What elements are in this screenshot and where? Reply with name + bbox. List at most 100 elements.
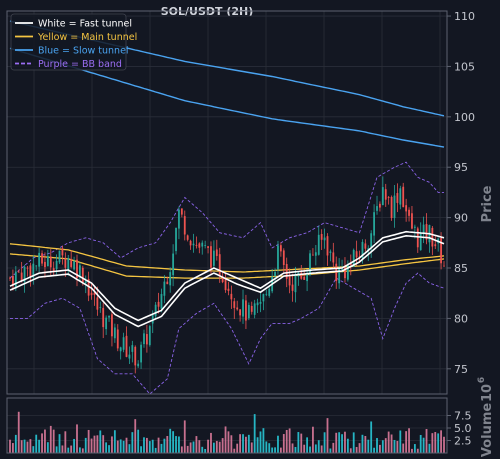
volume-bar xyxy=(300,433,303,453)
volume-bar xyxy=(271,447,274,453)
volume-bar xyxy=(239,434,242,453)
volume-bar xyxy=(297,432,300,453)
candle-body xyxy=(329,251,332,253)
candle-body xyxy=(23,266,26,282)
candle-body xyxy=(440,238,442,264)
candle-body xyxy=(201,242,204,247)
price-tick-label: 110 xyxy=(454,10,475,23)
volume-bar xyxy=(288,428,291,453)
volume-bar xyxy=(90,438,93,453)
volume-bar xyxy=(204,448,207,453)
candle-body xyxy=(192,243,195,246)
candle-body xyxy=(346,265,349,280)
volume-bar xyxy=(355,446,358,453)
volume-bar xyxy=(358,443,361,453)
candle-body xyxy=(67,258,70,271)
volume-bar xyxy=(247,434,250,453)
volume-bar xyxy=(399,430,402,453)
volume-bar xyxy=(381,440,384,453)
volume-bar xyxy=(198,440,201,453)
volume-bar xyxy=(70,445,73,453)
candle-body xyxy=(180,208,183,215)
candle-body xyxy=(434,244,437,247)
candle-body xyxy=(294,274,297,293)
volume-bar xyxy=(76,424,78,453)
candle-body xyxy=(93,292,96,295)
volume-bar xyxy=(390,434,393,453)
main-tunnel-lower xyxy=(9,253,445,279)
volume-bar xyxy=(134,419,137,453)
volume-bar xyxy=(236,443,239,453)
price-tick-label: 105 xyxy=(454,60,475,73)
candle-body xyxy=(183,216,186,235)
volume-bar xyxy=(428,443,431,453)
candle-body xyxy=(274,271,276,277)
candle-body xyxy=(332,252,335,263)
volume-bar xyxy=(186,445,189,453)
volume-bar xyxy=(431,433,434,453)
volume-bar xyxy=(81,448,84,453)
volume-axis: 2.55.07.5 xyxy=(447,410,472,448)
candle-body xyxy=(166,281,169,285)
volume-bar xyxy=(137,429,140,453)
volume-bar xyxy=(215,440,218,453)
candle-body xyxy=(405,205,408,212)
volume-bar xyxy=(303,444,306,453)
volume-bar xyxy=(102,435,105,453)
candle-body xyxy=(178,209,180,229)
candle-body xyxy=(338,267,341,284)
volume-bar xyxy=(157,437,160,453)
candle-body xyxy=(230,293,233,300)
candle-body xyxy=(282,250,285,265)
volume-bar xyxy=(52,429,55,453)
volume-bar xyxy=(419,434,422,453)
volume-bar xyxy=(160,443,163,453)
volume-bar xyxy=(221,438,224,453)
volume-bar xyxy=(332,442,335,453)
volume-bar xyxy=(306,437,309,453)
volume-bar xyxy=(282,434,285,453)
candle-body xyxy=(236,307,239,310)
volume-bar xyxy=(245,436,247,453)
volume-bar xyxy=(253,414,256,453)
volume-bar xyxy=(250,442,253,453)
candle-body xyxy=(387,196,390,198)
volume-bar xyxy=(259,431,262,453)
candle-body xyxy=(370,233,373,247)
volume-bar xyxy=(387,431,390,453)
candle-body xyxy=(38,252,41,267)
volume-bar xyxy=(172,431,175,453)
candle-body xyxy=(242,299,244,317)
volume-bar xyxy=(119,439,122,453)
volume-bar xyxy=(367,439,370,453)
candle-body xyxy=(317,234,320,255)
volume-bar xyxy=(338,432,341,453)
candle-body xyxy=(128,354,131,359)
candle-body xyxy=(323,237,326,241)
candle-body xyxy=(26,267,29,269)
volume-bar xyxy=(122,440,125,453)
volume-bar xyxy=(285,429,288,453)
candle-body xyxy=(227,288,230,291)
main-tunnel-upper xyxy=(9,243,445,273)
volume-grid xyxy=(7,415,447,441)
candle-body xyxy=(431,227,434,247)
volume-bar xyxy=(320,445,323,453)
candle-body xyxy=(90,292,93,296)
candle-body xyxy=(419,232,422,251)
price-tick-label: 75 xyxy=(454,363,468,376)
fast-tunnel-lower xyxy=(9,234,445,328)
candle-body xyxy=(399,188,402,205)
volume-bar xyxy=(425,429,428,453)
volume-bar xyxy=(116,440,119,453)
volume-bar xyxy=(84,437,87,453)
volume-tick-label: 7.5 xyxy=(454,410,472,423)
volume-bar xyxy=(329,448,332,453)
volume-bar xyxy=(96,435,99,453)
volume-bar xyxy=(411,448,413,453)
candle-body xyxy=(163,281,166,296)
candle-body xyxy=(233,301,236,308)
volume-bar xyxy=(111,436,113,453)
candle-body xyxy=(14,271,17,289)
